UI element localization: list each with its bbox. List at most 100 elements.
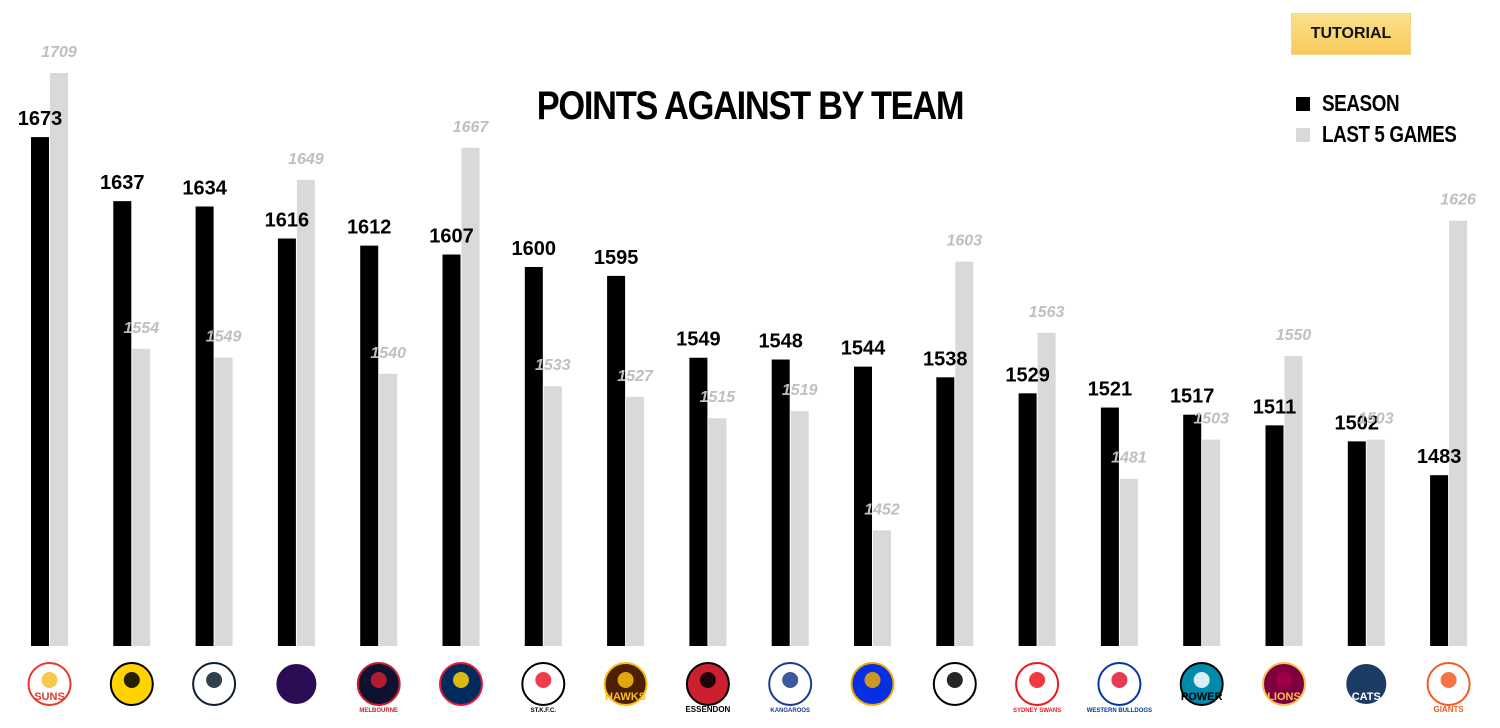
lions-logo: LIONS (1262, 662, 1306, 706)
bar-season-sydney (1018, 393, 1037, 646)
bulldogs-logo-emblem (1111, 672, 1128, 688)
bar-season-collingwood (936, 377, 955, 646)
bar-last5-sydney (1037, 332, 1056, 646)
bombers-logo-emblem (699, 672, 716, 688)
swans-logo: SYDNEY SWANS (1013, 662, 1061, 714)
legend-label-last5: LAST 5 GAMES (1322, 121, 1457, 147)
data-label-season-north-melbourne: 1548 (758, 331, 803, 353)
lions-logo-emblem (1276, 672, 1292, 688)
dockers-logo-emblem (288, 672, 305, 688)
legend-item-last5: LAST 5 GAMES (1296, 119, 1486, 150)
bar-season-melbourne (360, 245, 379, 646)
tigers-logo (109, 662, 154, 706)
power-logo-text: POWER (1181, 691, 1223, 703)
bar-season-carlton (195, 206, 214, 646)
bar-last5-brisbane-lions (1284, 355, 1303, 646)
bar-season-adelaide (442, 254, 461, 646)
eagles-logo-emblem (864, 672, 881, 688)
bar-season-north-melbourne (771, 359, 790, 646)
data-label-last5-richmond: 1554 (124, 320, 160, 337)
bar-last5-gold-coast-suns (50, 73, 68, 646)
blues-logo-emblem (206, 672, 223, 688)
data-label-season-west-coast: 1544 (841, 338, 886, 360)
kangaroos-logo-emblem (782, 672, 799, 688)
bar-last5-north-melbourne (790, 411, 809, 646)
bar-group (31, 73, 1468, 646)
data-label-last5-melbourne: 1540 (370, 345, 406, 362)
swans-logo-emblem (1029, 672, 1046, 688)
data-label-last5-essendon: 1515 (700, 389, 737, 406)
bar-last5-st-kilda (543, 386, 562, 646)
bar-season-fremantle (277, 238, 296, 646)
bulldogs-logo: WESTERN BULLDOGS (1087, 662, 1152, 714)
suns-logo-emblem (41, 672, 58, 688)
bombers-logo-text: ESSENDON (685, 705, 730, 714)
crows-logo (439, 662, 483, 706)
data-label-season-fremantle: 1616 (265, 210, 310, 232)
legend: SEASON LAST 5 GAMES (1296, 88, 1486, 150)
legend-item-season: SEASON (1296, 88, 1486, 119)
data-label-season-gold-coast-suns: 1673 (18, 108, 63, 130)
giants-logo-emblem (1440, 672, 1457, 688)
bar-season-geelong (1347, 441, 1366, 646)
bar-last5-melbourne (379, 373, 398, 646)
bulldogs-logo-text: WESTERN BULLDOGS (1087, 708, 1152, 714)
data-label-season-melbourne: 1612 (347, 217, 392, 239)
bar-last5-hawthorn (626, 396, 645, 646)
data-label-last5-fremantle: 1649 (288, 151, 324, 168)
bar-last5-geelong (1366, 439, 1385, 646)
chart-title: POINTS AGAINST BY TEAM (536, 84, 965, 128)
magpies-logo (932, 662, 977, 706)
data-label-season-port-adelaide: 1517 (1170, 386, 1215, 408)
data-label-season-richmond: 1637 (100, 172, 145, 194)
hawks-logo: HAWKS (603, 662, 648, 706)
data-label-season-hawthorn: 1595 (594, 247, 639, 269)
bar-last5-fremantle (296, 179, 315, 646)
data-label-season-carlton: 1634 (182, 177, 227, 199)
kangaroos-logo: KANGAROOS (768, 662, 813, 714)
bar-last5-essendon (708, 418, 727, 646)
bar-last5-carlton (214, 357, 233, 646)
data-label-last5-geelong: 1503 (1358, 411, 1394, 428)
suns-logo: SUNS (27, 662, 72, 706)
swans-logo-text: SYDNEY SWANS (1013, 708, 1061, 714)
kangaroos-logo-text: KANGAROOS (770, 708, 810, 714)
tigers-logo-emblem (123, 672, 140, 688)
crows-logo-emblem (453, 672, 469, 688)
data-label-season-geelong: 1502 (1335, 412, 1380, 434)
data-label-last5-carlton: 1549 (206, 329, 242, 346)
data-label-season-gws-giants: 1483 (1417, 446, 1462, 468)
hawks-logo-text: HAWKS (605, 691, 646, 703)
data-label-last5-adelaide: 1667 (453, 119, 490, 136)
data-label-group: 1673 1709 1637 1554 1634 1549 1616 1649 1612 1540… (18, 44, 1476, 518)
eagles-logo (850, 662, 895, 706)
data-label-last5-port-adelaide: 1503 (1193, 411, 1229, 428)
giants-logo: GIANTS (1426, 662, 1471, 714)
bar-season-west-coast (854, 366, 872, 646)
bar-last5-gws-giants (1449, 220, 1468, 646)
data-label-last5-hawthorn: 1527 (617, 368, 654, 385)
legend-label-season: SEASON (1322, 90, 1400, 116)
team-logo-row: SUNS DOCKERS MELBOURNE ST.K.F.C. HAWKS ESSEND… (27, 662, 1471, 714)
data-label-season-western-bulldogs: 1521 (1088, 379, 1133, 401)
power-logo-emblem (1193, 672, 1210, 688)
data-label-season-sydney: 1529 (1005, 364, 1050, 386)
suns-logo-text: SUNS (34, 691, 65, 703)
bar-season-essendon (689, 357, 708, 646)
saints-logo: ST.K.F.C. (521, 662, 566, 714)
saints-logo-text: ST.K.F.C. (531, 708, 557, 714)
magpies-logo-emblem (946, 672, 963, 688)
data-label-last5-sydney: 1563 (1029, 304, 1065, 321)
tutorial-button[interactable]: TUTORIAL (1291, 13, 1411, 55)
lions-logo-text: LIONS (1267, 691, 1301, 703)
bar-season-western-bulldogs (1100, 407, 1119, 646)
bar-last5-collingwood (955, 261, 974, 646)
data-label-last5-gws-giants: 1626 (1440, 192, 1476, 209)
bar-last5-adelaide (461, 147, 480, 646)
bar-season-gws-giants (1430, 475, 1449, 646)
dockers-logo: DOCKERS (274, 662, 319, 714)
power-logo: POWER (1179, 662, 1224, 706)
bar-season-port-adelaide (1183, 414, 1202, 646)
bar-season-hawthorn (607, 275, 626, 646)
